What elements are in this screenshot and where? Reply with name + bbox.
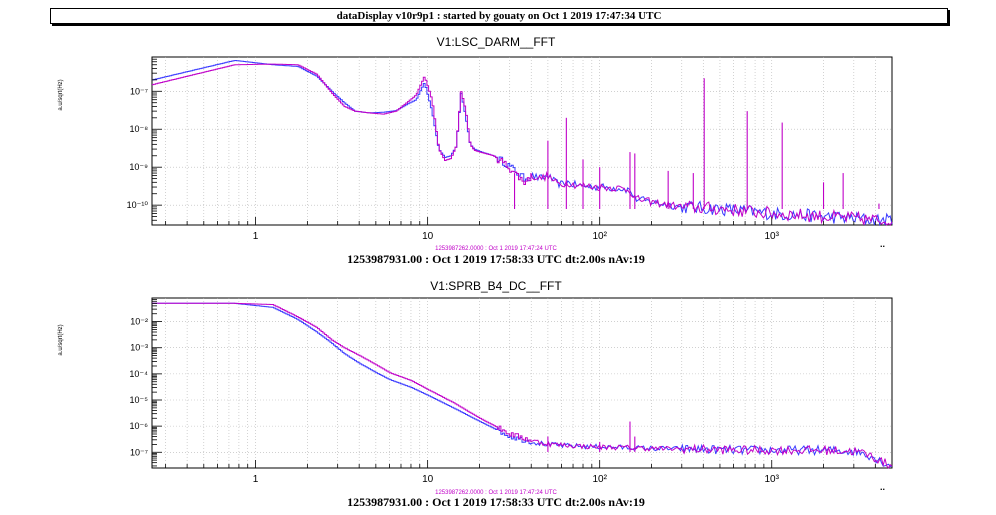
darm-y-tick-label: 10⁻⁷ bbox=[130, 86, 148, 96]
darm-chart-title: V1:LSC_DARM__FFT bbox=[437, 35, 556, 49]
sprb-fft-panel: V1:SPRB_B4_DC__FFT a.u/sqrt(Hz) 1 10 10² 10… bbox=[58, 279, 893, 509]
darm-x-tick-label: 10 bbox=[422, 231, 434, 242]
darm-x-axis-label: 1253987931.00 : Oct 1 2019 17:58:33 UTC … bbox=[347, 252, 645, 266]
sprb-trace-0 bbox=[152, 302, 893, 467]
sprb-x-axis-label: 1253987931.00 : Oct 1 2019 17:58:33 UTC … bbox=[347, 495, 645, 509]
darm-x-tick-label: 10² bbox=[592, 231, 607, 242]
sprb-y-tick-label: 10⁻² bbox=[130, 317, 148, 327]
darm-y-axis-label: a.u/sqrt(Hz) bbox=[58, 79, 64, 110]
darm-trace-1 bbox=[152, 63, 893, 226]
darm-fft-panel: V1:LSC_DARM__FFT a.u/sqrt(Hz) 1 10 10² 10³1… bbox=[58, 35, 893, 266]
sprb-y-axis-label: a.u/sqrt(Hz) bbox=[58, 324, 64, 355]
window-title: dataDisplay v10r9p1 : started by gouaty … bbox=[336, 10, 662, 22]
sprb-y-tick-label: 10⁻³ bbox=[130, 343, 148, 353]
darm-plot-frame bbox=[151, 56, 893, 226]
sprb-x-corner-label: .. bbox=[880, 482, 885, 492]
darm-reference-label: 1253987262.0000 : Oct 1 2019 17:47:24 UT… bbox=[435, 246, 557, 252]
sprb-y-tick-label: 10⁻⁷ bbox=[130, 447, 148, 457]
sprb-y-tick-label: 10⁻⁶ bbox=[130, 421, 149, 431]
sprb-traces bbox=[152, 302, 893, 469]
darm-x-tick-label: 10³ bbox=[765, 231, 780, 242]
darm-traces bbox=[152, 60, 893, 227]
sprb-x-tick-label: 10 bbox=[422, 474, 434, 485]
sprb-chart-title: V1:SPRB_B4_DC__FFT bbox=[430, 279, 562, 293]
sprb-y-tick-label: 10⁻⁵ bbox=[130, 395, 149, 405]
darm-ticks: 1 10 10² 10³ 10⁻⁷ 10⁻⁸ 10⁻⁹ 10⁻¹⁰ bbox=[127, 58, 876, 242]
darm-x-tick-label: 1 bbox=[253, 231, 259, 242]
darm-y-tick-label: 10⁻⁹ bbox=[129, 162, 148, 172]
sprb-plot-frame bbox=[151, 297, 893, 469]
darm-y-tick-label: 10⁻¹⁰ bbox=[127, 200, 149, 210]
sprb-y-tick-label: 10⁻⁴ bbox=[129, 369, 148, 379]
sprb-reference-label: 1253987262.0000 : Oct 1 2019 17:47:24 UT… bbox=[435, 490, 557, 496]
darm-y-tick-label: 10⁻⁸ bbox=[129, 124, 148, 134]
sprb-x-tick-label: 1 bbox=[253, 474, 259, 485]
window-title-bar: dataDisplay v10r9p1 : started by gouaty … bbox=[50, 8, 948, 24]
sprb-x-tick-label: 10² bbox=[592, 474, 607, 485]
sprb-x-tick-label: 10³ bbox=[765, 474, 780, 485]
sprb-grid bbox=[152, 298, 892, 468]
darm-grid bbox=[152, 57, 892, 225]
sprb-ticks: 1 10 10² 10³ 10⁻² 10⁻³ 10⁻⁴ 10⁻⁵ 10⁻⁶ 10⁻⁷ bbox=[129, 299, 876, 485]
darm-x-corner-label: .. bbox=[880, 239, 885, 249]
sprb-trace-1 bbox=[152, 302, 893, 469]
darm-trace-0 bbox=[152, 60, 893, 227]
